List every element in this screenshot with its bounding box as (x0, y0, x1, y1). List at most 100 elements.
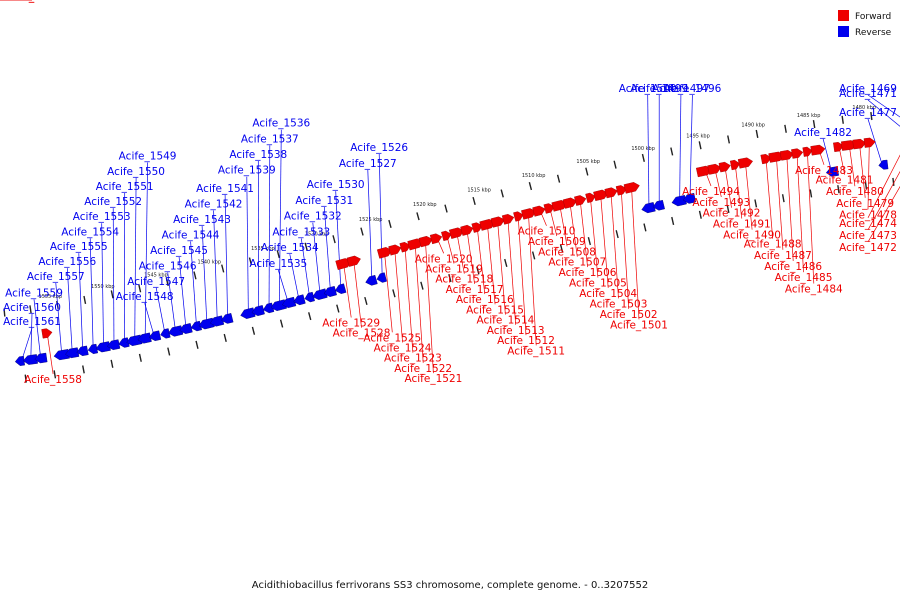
gene-label-acife-1555[interactable]: Acife_1555 (50, 241, 108, 253)
gene-label-acife-1544[interactable]: Acife_1544 (162, 230, 220, 242)
gene-label-acife-1483[interactable]: Acife_1483 (795, 165, 853, 177)
gene-label-acife-1506[interactable]: Acife_1506 (559, 267, 617, 279)
gene-arrow-acife-1528[interactable] (346, 255, 361, 267)
gene-label-acife-1515[interactable]: Acife_1515 (466, 304, 524, 316)
gene-arrow-acife-1519[interactable] (441, 230, 452, 242)
gene-label-acife-1518[interactable]: Acife_1518 (435, 274, 493, 286)
gene-arrow-acife-1526[interactable] (376, 272, 387, 283)
gene-arrow-acife-1509[interactable] (543, 203, 555, 214)
gene-label-acife-1530[interactable]: Acife_1530 (307, 179, 365, 191)
gene-label-acife-1551[interactable]: Acife_1551 (96, 181, 154, 193)
gene-label-acife-1525[interactable]: Acife_1525 (363, 332, 421, 344)
gene-arrow-acife-1549[interactable] (137, 332, 152, 344)
gene-arrow-acife-1539[interactable] (240, 307, 256, 319)
gene-label-acife-1514[interactable]: Acife_1514 (476, 315, 534, 327)
gene-arrow-acife-1552[interactable] (107, 339, 121, 351)
gene-arrow-acife-1479[interactable] (852, 138, 867, 150)
gene-label-acife-1517[interactable]: Acife_1517 (446, 284, 504, 296)
gene-arrow-acife-1502[interactable] (615, 185, 628, 196)
gene-label-acife-1502[interactable]: Acife_1502 (600, 309, 658, 321)
gene-label-acife-1558[interactable]: Acife_1558 (24, 374, 82, 386)
gene-arrow-acife-1481[interactable] (833, 141, 845, 153)
gene-arrow-acife-1512[interactable] (513, 211, 524, 222)
gene-label-acife-1519[interactable]: Acife_1519 (425, 264, 483, 276)
gene-label-acife-1552[interactable]: Acife_1552 (84, 196, 142, 208)
gene-arrow-acife-1482[interactable] (825, 166, 839, 177)
gene-label-acife-1508[interactable]: Acife_1508 (538, 246, 596, 258)
gene-label-acife-1487[interactable]: Acife_1487 (754, 250, 812, 262)
gene-label-acife-1541[interactable]: Acife_1541 (196, 183, 254, 195)
gene-arrow-acife-1547[interactable] (160, 328, 171, 339)
gene-label-acife-1509[interactable]: Acife_1509 (528, 236, 586, 248)
gene-label-acife-1499[interactable]: Acife_1499 (630, 83, 688, 95)
gene-label-acife-1539[interactable]: Acife_1539 (218, 165, 276, 177)
gene-label-acife-1537[interactable]: Acife_1537 (241, 133, 299, 145)
gene-arrow-acife-1514[interactable] (490, 216, 505, 228)
gene-arrow-acife-1551[interactable] (118, 337, 130, 348)
gene-arrow-acife-1517[interactable] (460, 224, 474, 236)
gene-arrow-acife-1534[interactable] (293, 294, 306, 306)
gene-arrow-acife-1553[interactable] (95, 341, 111, 353)
gene-label-acife-1511[interactable]: Acife_1511 (507, 345, 565, 357)
gene-arrow-acife-1486[interactable] (779, 149, 794, 161)
gene-arrow-acife-1544[interactable] (190, 320, 203, 332)
gene-label-acife-1553[interactable]: Acife_1553 (73, 211, 131, 223)
gene-arrow-acife-1560[interactable] (22, 354, 38, 365)
gene-arrow-acife-1554[interactable] (87, 343, 99, 355)
gene-label-acife-1504[interactable]: Acife_1504 (579, 288, 637, 300)
gene-arrow-acife-1538[interactable] (251, 305, 265, 317)
gene-arrow-acife-1542[interactable] (209, 315, 225, 327)
gene-label-acife-1492[interactable]: Acife_1492 (703, 208, 761, 220)
gene-label-acife-1565[interactable]: Acife_1565 (3, 0, 61, 3)
gene-arrow-acife-1545[interactable] (179, 323, 193, 334)
gene-label-acife-1516[interactable]: Acife_1516 (456, 294, 514, 306)
gene-label-acife-1484[interactable]: Acife_1484 (785, 284, 843, 296)
gene-label-acife-1545[interactable]: Acife_1545 (150, 245, 208, 257)
gene-label-acife-1538[interactable]: Acife_1538 (229, 149, 287, 161)
gene-arrow-acife-1513[interactable] (501, 213, 515, 225)
gene-label-acife-1488[interactable]: Acife_1488 (744, 239, 802, 251)
gene-label-acife-1491[interactable]: Acife_1491 (713, 219, 771, 231)
gene-label-acife-1471[interactable]: Acife_1471 (839, 88, 897, 100)
gene-arrow-acife-1477[interactable] (878, 159, 889, 170)
gene-label-acife-1497[interactable]: Acife_1497 (652, 83, 710, 95)
gene-label-acife-1533[interactable]: Acife_1533 (272, 227, 330, 239)
gene-label-acife-1496[interactable]: Acife_1496 (663, 83, 721, 95)
gene-label-acife-1531[interactable]: Acife_1531 (295, 195, 353, 207)
gene-label-acife-1521[interactable]: Acife_1521 (404, 373, 462, 385)
gene-arrow-acife-1556[interactable] (65, 347, 80, 359)
gene-label-acife-1478[interactable]: Acife_1478 (839, 209, 897, 221)
gene-label-acife-1534[interactable]: Acife_1534 (261, 242, 319, 254)
gene-arrow-acife-1499[interactable] (652, 199, 665, 211)
gene-label-acife-1529[interactable]: Acife_1529 (322, 318, 380, 330)
gene-label-acife-1505[interactable]: Acife_1505 (569, 278, 627, 290)
gene-arrow-acife-1524[interactable] (388, 244, 402, 256)
gene-arrow-acife-1546[interactable] (168, 325, 184, 337)
gene-label-acife-1512[interactable]: Acife_1512 (497, 335, 555, 347)
gene-arrow-acife-1505[interactable] (585, 192, 596, 204)
gene-label-acife-1522[interactable]: Acife_1522 (394, 363, 452, 375)
gene-label-acife-1501[interactable]: Acife_1501 (610, 319, 668, 331)
gene-label-acife-1543[interactable]: Acife_1543 (173, 214, 231, 226)
gene-arrow-acife-1500[interactable] (641, 202, 656, 214)
gene-label-acife-1486[interactable]: Acife_1486 (764, 261, 822, 273)
gene-label-acife-1559[interactable]: Acife_1559 (5, 287, 63, 299)
gene-label-acife-1557[interactable]: Acife_1557 (27, 271, 85, 283)
gene-label-acife-1481[interactable]: Acife_1481 (816, 175, 874, 187)
gene-arrow-acife-1531[interactable] (323, 285, 337, 297)
gene-label-acife-1528[interactable]: Acife_1528 (333, 328, 391, 340)
gene-arrow-acife-1510[interactable] (532, 205, 546, 217)
gene-arrow-acife-1541[interactable] (221, 313, 234, 324)
gene-label-acife-1563[interactable]: Acife_1563 (3, 0, 61, 3)
gene-label-acife-1472[interactable]: Acife_1472 (839, 242, 897, 254)
gene-arrow-acife-1490[interactable] (737, 157, 753, 169)
gene-label-acife-1556[interactable]: Acife_1556 (38, 256, 96, 268)
gene-label-acife-1523[interactable]: Acife_1523 (384, 353, 442, 365)
gene-label-acife-1510[interactable]: Acife_1510 (518, 226, 576, 238)
gene-label-acife-1503[interactable]: Acife_1503 (590, 298, 648, 310)
gene-label-acife-1493[interactable]: Acife_1493 (692, 197, 750, 209)
gene-arrow-acife-1503[interactable] (604, 187, 618, 199)
gene-arrow-acife-1507[interactable] (562, 197, 577, 209)
gene-label-acife-1546[interactable]: Acife_1546 (139, 260, 197, 272)
gene-label-acife-1548[interactable]: Acife_1548 (116, 291, 174, 303)
